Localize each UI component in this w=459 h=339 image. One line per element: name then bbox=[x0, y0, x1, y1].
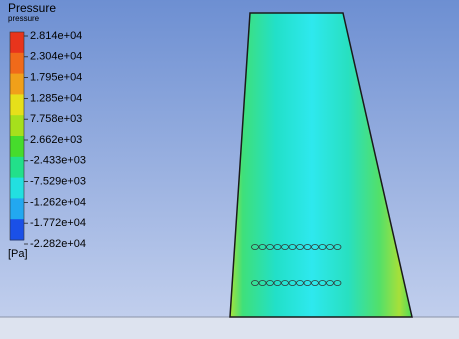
color-bar-segment bbox=[10, 136, 24, 157]
legend-label: 2.814e+04 bbox=[30, 30, 82, 42]
legend-label: 1.285e+04 bbox=[30, 92, 82, 104]
legend-title: Pressure bbox=[8, 1, 56, 15]
legend-label: -2.433e+03 bbox=[30, 155, 86, 167]
legend-label: -1.262e+04 bbox=[30, 196, 86, 208]
color-bar-segment bbox=[10, 32, 24, 53]
screenshot: Pressure pressure [Pa] 2.814e+04 2.304e+0… bbox=[0, 0, 459, 339]
legend-label: -7.529e+03 bbox=[30, 176, 86, 188]
legend-label: 2.304e+04 bbox=[30, 51, 82, 63]
color-bar-segment bbox=[10, 178, 24, 199]
color-bar-segment bbox=[10, 157, 24, 178]
color-bar-segment bbox=[10, 115, 24, 136]
color-bar-segment bbox=[10, 94, 24, 115]
color-bar-segment bbox=[10, 74, 24, 95]
legend-label: 7.758e+03 bbox=[30, 113, 82, 125]
color-bar-segment bbox=[10, 53, 24, 74]
legend-subtitle: pressure bbox=[8, 14, 40, 23]
legend-label: 2.662e+03 bbox=[30, 134, 82, 146]
color-bar-segment bbox=[10, 219, 24, 240]
legend-label: -1.772e+04 bbox=[30, 217, 86, 229]
legend-label: 1.795e+04 bbox=[30, 72, 82, 84]
color-bar-segment bbox=[10, 198, 24, 219]
legend-unit: [Pa] bbox=[8, 248, 28, 260]
ground bbox=[0, 317, 459, 339]
legend-label: -2.282e+04 bbox=[30, 238, 86, 250]
